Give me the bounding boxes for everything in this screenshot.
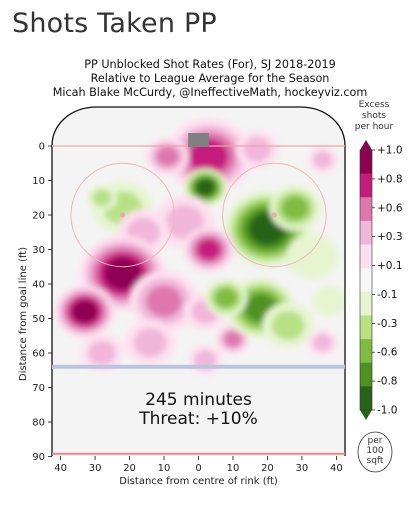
heat-region: [146, 285, 182, 318]
colorbar-band: [360, 268, 372, 293]
unit-badge-line: sqft: [367, 456, 384, 466]
y-axis-label: Distance from goal line (ft): [18, 247, 29, 381]
colorbar-band: [360, 315, 372, 340]
x-tick-label: 20: [261, 463, 274, 474]
chart-subtitle: Relative to League Average for the Seaso…: [90, 72, 330, 85]
heat-region: [286, 233, 339, 280]
heat-region: [133, 328, 167, 358]
y-tick-label: 70: [32, 383, 45, 394]
heat-layer: [54, 118, 345, 376]
heat-region: [194, 350, 217, 370]
colorbar-band: [360, 339, 372, 364]
colorbar-band: [360, 244, 372, 269]
heat-region: [281, 196, 309, 220]
heat-region: [214, 287, 238, 308]
colorbar-title-line: Excess: [359, 100, 390, 110]
colorbar-tick-label: -1.0: [377, 405, 398, 417]
faceoff-dot-right: [271, 212, 277, 218]
colorbar-band: [360, 173, 372, 198]
y-tick-label: 10: [32, 176, 45, 187]
colorbar-tick-label: -0.1: [377, 289, 398, 301]
colorbar-band: [360, 291, 372, 316]
x-tick-label: 10: [158, 463, 171, 474]
colorbar-band: [360, 150, 372, 175]
y-tick-label: 20: [32, 211, 45, 222]
heat-region: [165, 204, 205, 239]
colorbar-arrow-bottom: [360, 410, 372, 420]
faceoff-circle-right: [222, 162, 327, 268]
colorbar-band: [360, 386, 372, 411]
x-tick-label: 0: [195, 463, 201, 474]
y-tick-label: 0: [39, 142, 45, 153]
colorbar-tick-label: -0.8: [377, 376, 398, 388]
y-tick-label: 80: [32, 418, 45, 429]
faceoff-circle-left: [70, 162, 175, 268]
colorbar-tick-label: +0.1: [377, 260, 403, 272]
colorbar: +1.0 +0.8 +0.6 +0.3 +0.1 -0.1 -0.3 -0.6 -0.8 -1.0…: [355, 100, 403, 473]
y-tick-label: 40: [32, 280, 45, 291]
heat-blobs: [54, 118, 345, 376]
y-tick-label: 30: [32, 245, 45, 256]
heat-region: [189, 138, 229, 174]
heat-region: [312, 334, 333, 352]
heat-region: [312, 151, 333, 169]
heat-region: [312, 286, 345, 317]
colorbar-tick-label: +1.0: [377, 145, 403, 157]
annotation-threat: Threat: +10%: [138, 409, 257, 429]
unit-badge-line: 100: [366, 446, 383, 456]
colorbar-tick-label: +0.6: [377, 202, 403, 214]
x-tick-label: 40: [330, 463, 343, 474]
colorbar-tick-label: +0.8: [377, 173, 403, 185]
x-tick-label: 40: [54, 463, 67, 474]
x-tick-label: 30: [296, 463, 309, 474]
colorbar-band: [360, 197, 372, 222]
heat-region: [71, 300, 98, 323]
unit-badge-line: per: [368, 436, 383, 446]
x-axis-label: Distance from centre of rink (ft): [119, 476, 278, 487]
boards: [51, 106, 346, 456]
y-tick-label: 90: [32, 452, 45, 463]
heat-region: [92, 189, 112, 207]
heat-region: [224, 331, 242, 348]
chart-title: PP Unblocked Shot Rates (For), SJ 2018-2…: [84, 58, 336, 71]
x-tick-label: 10: [227, 463, 240, 474]
colorbar-band: [360, 220, 372, 246]
axes: 40 30 20 10 0 10 20 30 40 0 10 20 30 40 50 60 70 80 90 Dist…: [18, 142, 343, 488]
colorbar-tick-label: -0.6: [377, 347, 398, 359]
heat-region: [271, 310, 305, 340]
colorbar-tick-label: +0.3: [377, 231, 403, 243]
page-title: Shots Taken PP: [12, 8, 217, 39]
x-tick-label: 30: [89, 463, 102, 474]
colorbar-title-line: per hour: [355, 122, 394, 132]
y-tick-label: 50: [32, 314, 45, 325]
x-tick-label: 20: [123, 463, 136, 474]
heat-region: [88, 340, 116, 366]
y-tick-label: 60: [32, 349, 45, 360]
heat-region: [156, 146, 179, 167]
colorbar-frame: [359, 149, 373, 411]
heat-region: [243, 137, 271, 162]
chart-credit: Micah Blake McCurdy, @IneffectiveMath, h…: [52, 86, 368, 99]
heat-region: [196, 179, 215, 196]
colorbar-arrow-top: [360, 140, 372, 150]
annotation-minutes: 245 minutes: [145, 390, 252, 410]
unit-badge: [357, 431, 393, 473]
faceoff-dot-left: [120, 212, 126, 218]
heat-region: [196, 239, 221, 260]
colorbar-title-line: shots: [362, 111, 386, 121]
colorbar-tick-label: -0.3: [377, 318, 398, 330]
colorbar-band: [360, 362, 372, 387]
goal-net: [188, 133, 209, 147]
